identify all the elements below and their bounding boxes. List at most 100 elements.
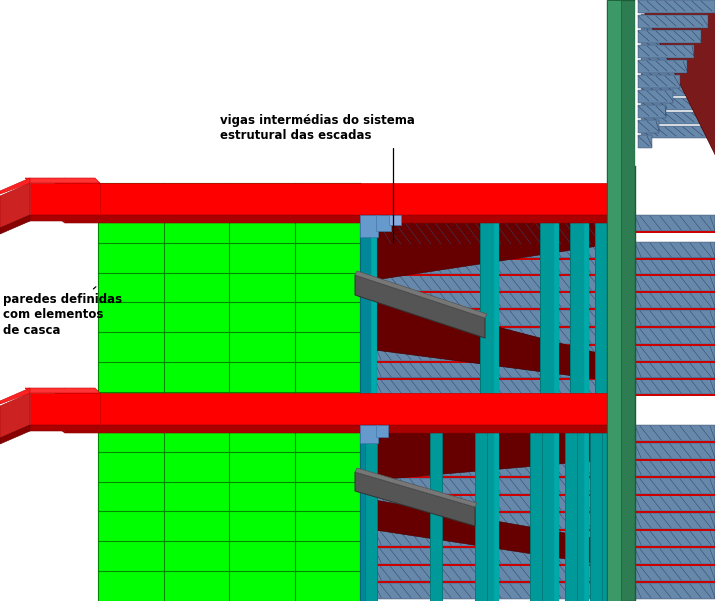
Bar bbox=[640, 14, 715, 26]
Bar bbox=[635, 0, 715, 165]
Bar bbox=[640, 0, 715, 12]
Bar bbox=[638, 135, 652, 148]
Bar bbox=[640, 28, 715, 40]
Bar bbox=[635, 274, 715, 276]
Bar bbox=[638, 45, 694, 58]
Bar bbox=[375, 378, 605, 380]
Bar bbox=[554, 218, 559, 601]
Bar bbox=[375, 215, 605, 245]
Bar bbox=[640, 70, 715, 82]
Bar bbox=[638, 70, 715, 82]
Bar bbox=[635, 495, 715, 511]
Bar bbox=[375, 362, 605, 378]
Bar bbox=[640, 56, 715, 68]
Polygon shape bbox=[0, 183, 30, 228]
Bar bbox=[640, 70, 715, 82]
Bar bbox=[635, 310, 715, 326]
Bar bbox=[607, 0, 635, 601]
Bar bbox=[375, 441, 605, 443]
Polygon shape bbox=[375, 430, 605, 480]
Bar bbox=[375, 242, 605, 258]
Bar bbox=[98, 183, 360, 601]
Bar bbox=[640, 28, 715, 40]
Bar bbox=[365, 430, 377, 601]
Bar bbox=[375, 215, 605, 231]
Bar bbox=[376, 425, 388, 437]
Bar bbox=[640, 98, 715, 110]
Bar bbox=[375, 583, 605, 599]
Bar bbox=[494, 218, 499, 601]
Bar bbox=[55, 393, 620, 425]
Polygon shape bbox=[0, 178, 30, 194]
Bar bbox=[375, 443, 605, 459]
Polygon shape bbox=[638, 0, 715, 155]
Bar bbox=[375, 274, 605, 276]
Bar bbox=[375, 513, 605, 529]
Bar bbox=[360, 218, 374, 601]
Polygon shape bbox=[25, 215, 100, 221]
Polygon shape bbox=[0, 393, 30, 438]
Bar bbox=[638, 42, 715, 54]
Bar bbox=[570, 218, 584, 601]
Bar bbox=[638, 75, 680, 88]
Bar bbox=[635, 425, 715, 441]
Bar bbox=[635, 291, 715, 293]
Bar bbox=[635, 308, 715, 310]
Bar bbox=[635, 546, 715, 548]
Bar bbox=[480, 218, 494, 601]
Bar bbox=[638, 98, 715, 110]
Bar bbox=[635, 362, 715, 378]
Bar bbox=[638, 126, 715, 138]
Bar bbox=[375, 308, 605, 310]
Bar bbox=[640, 126, 715, 138]
Bar bbox=[635, 513, 715, 529]
Bar bbox=[635, 441, 715, 443]
Bar bbox=[635, 231, 715, 233]
Bar bbox=[640, 98, 715, 110]
Bar bbox=[635, 215, 715, 231]
Bar bbox=[635, 378, 715, 380]
Bar bbox=[638, 14, 715, 26]
Bar bbox=[638, 112, 715, 124]
Polygon shape bbox=[640, 0, 715, 155]
Bar bbox=[638, 90, 673, 103]
Bar bbox=[635, 565, 715, 581]
Bar bbox=[640, 112, 715, 124]
Polygon shape bbox=[55, 178, 65, 223]
Bar bbox=[635, 581, 715, 583]
Bar bbox=[475, 430, 487, 601]
Bar bbox=[375, 460, 605, 476]
Bar bbox=[635, 530, 715, 546]
Polygon shape bbox=[610, 178, 620, 223]
Bar bbox=[375, 548, 605, 564]
Bar bbox=[638, 105, 666, 118]
Bar bbox=[635, 459, 715, 461]
Text: vigas intermédias do sistema
estrutural das escadas: vigas intermédias do sistema estrutural … bbox=[220, 114, 415, 242]
Bar bbox=[375, 361, 605, 363]
Bar bbox=[640, 126, 715, 138]
Polygon shape bbox=[375, 500, 605, 565]
Polygon shape bbox=[55, 388, 65, 433]
Polygon shape bbox=[355, 472, 475, 526]
Bar bbox=[640, 84, 715, 96]
Bar bbox=[530, 430, 542, 601]
Bar bbox=[30, 393, 100, 425]
Polygon shape bbox=[25, 425, 100, 431]
Bar bbox=[638, 56, 715, 68]
Bar bbox=[635, 344, 715, 346]
Bar bbox=[607, 0, 621, 601]
Bar bbox=[640, 84, 715, 96]
Bar bbox=[584, 218, 589, 601]
Polygon shape bbox=[375, 295, 605, 380]
Bar bbox=[635, 394, 715, 396]
Bar bbox=[375, 310, 605, 326]
Bar bbox=[375, 378, 605, 394]
Bar bbox=[635, 494, 715, 496]
Bar bbox=[55, 183, 620, 215]
Bar bbox=[640, 56, 715, 68]
Bar bbox=[375, 258, 605, 274]
Bar bbox=[595, 218, 609, 601]
Bar bbox=[375, 529, 605, 531]
Bar bbox=[635, 258, 715, 260]
Bar bbox=[638, 0, 715, 13]
